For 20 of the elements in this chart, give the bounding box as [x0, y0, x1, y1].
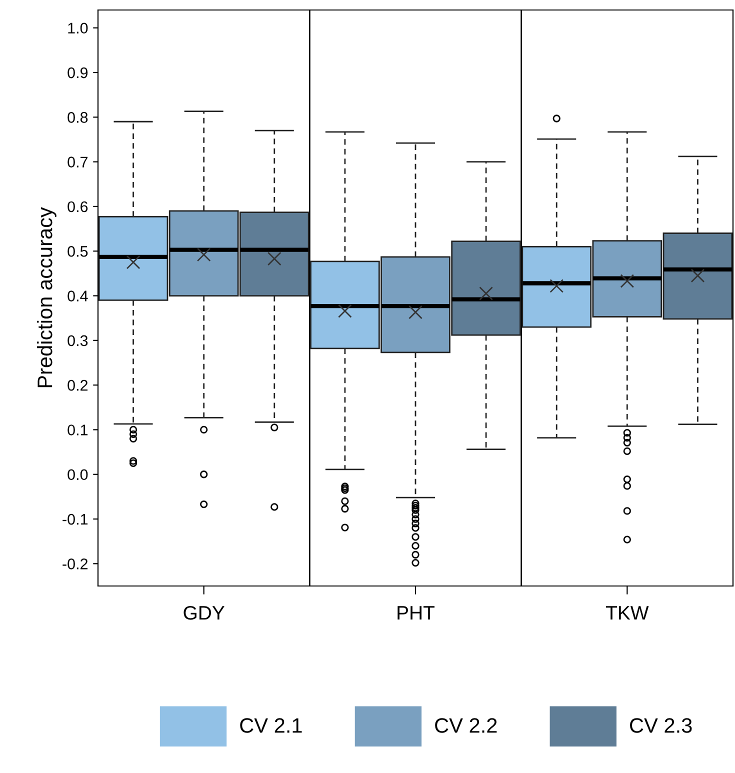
x-tick-label: PHT [398, 606, 434, 620]
y-tick-label: 0.7 [68, 156, 88, 168]
y-tick-label: 0.8 [68, 112, 88, 123]
legend-label: CV 2.3 [630, 718, 692, 733]
y-tick-label: 0.6 [68, 201, 88, 212]
y-tick-label: 0.1 [68, 424, 88, 436]
legend-label: CV 2.2 [435, 718, 497, 733]
y-tick-label: 1.0 [68, 22, 88, 34]
y-tick-label: 0.0 [68, 469, 88, 480]
x-tick-label: GDY [184, 606, 224, 620]
y-tick-label: 0.3 [68, 335, 88, 346]
y-axis-title: Prediction accuracy [36, 207, 56, 388]
y-tick-label: 0.2 [68, 380, 88, 391]
y-tick-label: 0.4 [68, 290, 88, 302]
y-tick-label: -0.1 [62, 514, 88, 525]
y-tick-label: -0.2 [62, 558, 88, 570]
y-tick-label: 0.9 [68, 67, 88, 78]
x-tick-label: TKW [606, 606, 649, 620]
legend-label: CV 2.1 [240, 718, 302, 733]
y-tick-label: 0.5 [68, 246, 88, 257]
